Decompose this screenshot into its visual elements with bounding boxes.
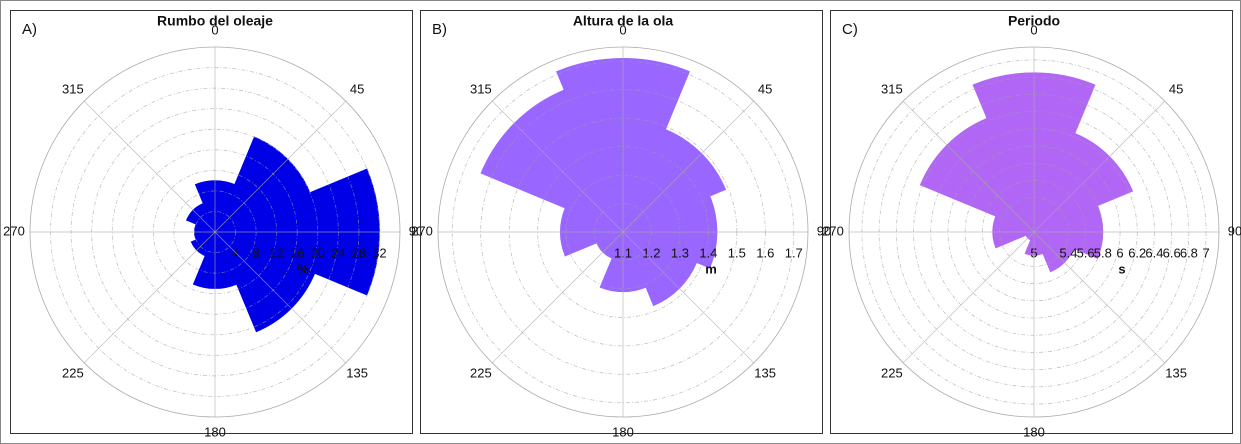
angle-tick-label: 45 [350,81,364,96]
angle-tick-label: 0 [619,22,626,37]
spoke [1033,100,1166,233]
r-tick-label: 1.2 [642,245,660,260]
r-tick-label: 6.2 [1128,245,1146,260]
r-tick-label: 20 [311,245,325,260]
r-tick-label: 8 [252,245,259,260]
angle-tick-label: 315 [62,81,84,96]
panel-label: C) [842,21,858,38]
angle-tick-label: 45 [1169,81,1183,96]
r-tick-label: 28 [352,245,366,260]
r-tick-label: 16 [290,245,304,260]
r-tick-label: 1.4 [699,245,717,260]
spoke [902,100,1035,233]
chart-title: Altura de la ola [573,13,674,29]
chart-title: Rumbo del oleaje [157,13,273,29]
angle-tick-label: 0 [211,22,218,37]
spoke [622,100,755,233]
angle-tick-label: 225 [470,366,492,381]
angle-tick-label: 315 [470,81,492,96]
r-axis-unit: % [297,261,309,276]
angle-tick-label: 225 [881,366,903,381]
angle-tick-label: 135 [754,366,776,381]
angle-tick-label: 180 [1023,424,1045,439]
chart-title: Periodo [1008,13,1060,29]
angle-tick-label: 270 [411,223,433,238]
angle-tick-label: 90 [1228,223,1241,238]
angle-tick-label: 0 [1030,22,1037,37]
angle-tick-label: 225 [62,366,84,381]
r-tick-label: 5.6 [1077,245,1095,260]
spoke [1033,231,1166,364]
angle-tick-label: 270 [3,223,25,238]
angle-tick-label: 180 [612,424,634,439]
spoke [214,231,347,364]
r-tick-label: 1.7 [785,245,803,260]
r-tick-label: 1.5 [728,245,746,260]
angle-tick-label: 270 [822,223,844,238]
spoke [491,231,624,364]
panel-label: A) [22,21,37,38]
r-tick-label: 1.6 [756,245,774,260]
r-tick-label: 5.8 [1094,245,1112,260]
spoke [902,231,1035,364]
panel-label: B) [432,21,447,38]
angle-tick-label: 45 [758,81,772,96]
spoke [491,100,624,233]
r-tick-label: 7 [1202,245,1209,260]
r-tick-label: 6.8 [1180,245,1198,260]
r-tick-label: 12 [269,245,283,260]
angle-tick-label: 135 [346,366,368,381]
r-tick-label: 5.4 [1059,245,1077,260]
panel: A)Rumbo del oleaje48121620242832%0459013… [3,10,423,439]
r-tick-label: 1.3 [671,245,689,260]
r-tick-label: 24 [331,245,345,260]
angle-tick-label: 315 [881,81,903,96]
r-tick-label: 6 [1116,245,1123,260]
r-tick-label: 6.6 [1163,245,1181,260]
r-axis-unit: m [705,261,717,276]
spoke [83,100,216,233]
angle-tick-label: 135 [1165,366,1187,381]
r-axis-unit: s [1118,261,1125,276]
spoke [83,231,216,364]
angle-tick-label: 180 [204,424,226,439]
r-tick-label: 6.4 [1145,245,1163,260]
r-tick-label: 32 [372,245,386,260]
angle-tick-label: 90 [409,223,423,238]
angle-tick-label: 90 [817,223,831,238]
spoke [622,231,755,364]
spoke [214,100,347,233]
